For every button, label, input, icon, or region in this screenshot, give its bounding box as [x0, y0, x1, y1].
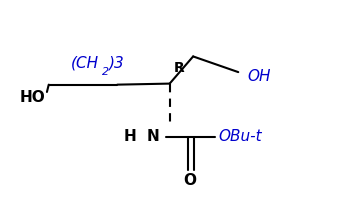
- Text: N: N: [146, 129, 159, 144]
- Text: O: O: [183, 173, 196, 188]
- Text: R: R: [173, 61, 184, 75]
- Text: HO: HO: [20, 90, 45, 105]
- Text: OBu-t: OBu-t: [218, 129, 262, 144]
- Text: H: H: [123, 129, 136, 144]
- Text: 2: 2: [102, 67, 109, 77]
- Text: )3: )3: [109, 55, 125, 70]
- Text: (CH: (CH: [70, 55, 99, 70]
- Text: OH: OH: [247, 69, 271, 84]
